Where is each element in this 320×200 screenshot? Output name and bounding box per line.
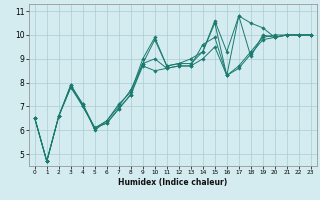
X-axis label: Humidex (Indice chaleur): Humidex (Indice chaleur) xyxy=(118,178,228,187)
